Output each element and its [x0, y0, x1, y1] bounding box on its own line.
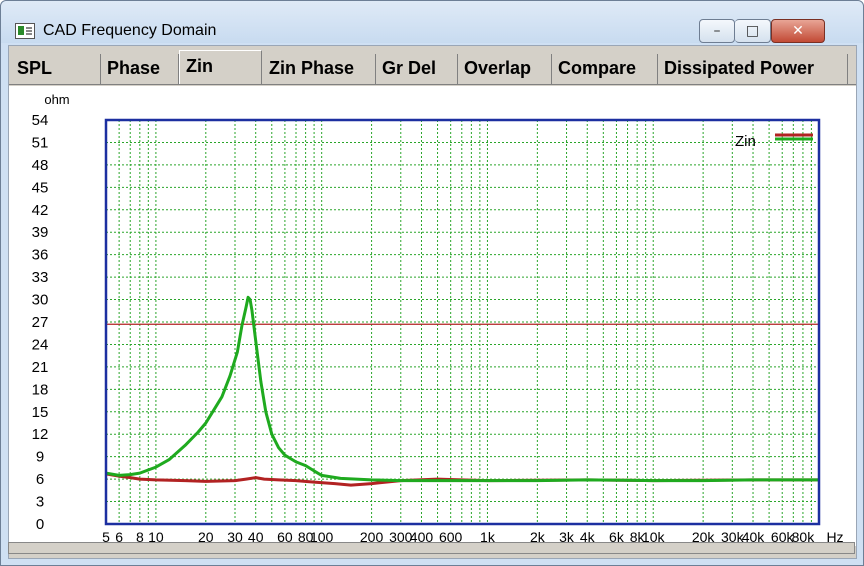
tab-zin-phase[interactable]: Zin Phase: [263, 54, 376, 84]
tab-strip: SPL Phase Zin Zin Phase Gr Del Overlap C…: [9, 50, 856, 84]
x-tick-label: 60k: [771, 529, 795, 545]
x-tick-label: 1k: [480, 529, 496, 545]
tab-phase[interactable]: Phase: [101, 54, 179, 84]
tab-divider: [9, 84, 856, 85]
x-tick-label: 30k: [721, 529, 745, 545]
y-tick-label: 39: [32, 224, 49, 241]
tab-overlap[interactable]: Overlap: [458, 54, 552, 84]
tab-zin[interactable]: Zin: [179, 50, 262, 84]
close-button[interactable]: ✕: [771, 19, 825, 43]
x-tick-label: 6: [115, 529, 123, 545]
y-tick-label: 24: [32, 336, 49, 353]
y-tick-label: 45: [32, 179, 49, 196]
y-tick-label: 51: [32, 134, 49, 151]
app-icon: [15, 23, 35, 39]
x-tick-label: 10: [148, 529, 164, 545]
series-line: [105, 295, 819, 483]
legend-label: Zin: [735, 133, 756, 150]
y-tick-label: 36: [32, 247, 49, 264]
y-tick-label: 15: [32, 404, 49, 421]
x-tick-label: Hz: [826, 529, 843, 545]
x-tick-label: 100: [310, 529, 334, 545]
y-tick-label: 18: [32, 381, 49, 398]
y-tick-label: 9: [36, 449, 44, 466]
maximize-button[interactable]: □: [735, 19, 771, 43]
x-tick-label: 3k: [559, 529, 575, 545]
x-tick-label: 80k: [792, 529, 816, 545]
title-bar: CAD Frequency Domain – □ ✕: [1, 1, 863, 43]
y-tick-label: 6: [36, 471, 44, 488]
y-axis-label: ohm: [44, 92, 69, 107]
x-tick-label: 6k: [609, 529, 625, 545]
x-tick-label: 10k: [642, 529, 666, 545]
x-tick-label: 200: [360, 529, 384, 545]
x-tick-label: 2k: [530, 529, 546, 545]
y-tick-label: 21: [32, 359, 49, 376]
x-tick-label: 80: [298, 529, 314, 545]
x-tick-label: 8k: [630, 529, 646, 545]
window-title: CAD Frequency Domain: [43, 22, 217, 39]
y-tick-label: 3: [36, 494, 44, 511]
y-tick-label: 33: [32, 269, 49, 286]
tab-dissipated-power[interactable]: Dissipated Power: [658, 54, 848, 84]
client-area: SPL Phase Zin Zin Phase Gr Del Overlap C…: [8, 45, 857, 559]
status-bar: [8, 542, 855, 554]
tab-gr-del[interactable]: Gr Del: [376, 54, 458, 84]
x-tick-label: 40: [248, 529, 264, 545]
chart-panel: ohm 0 3 6 9 12 15 18 21 24 27 30 33 36 39 42 45 48 51 54 5…: [9, 86, 856, 546]
minimize-button[interactable]: –: [699, 19, 735, 43]
y-tick-label: 54: [32, 112, 49, 129]
x-tick-label: 300: [389, 529, 413, 545]
y-tick-label: 48: [32, 157, 49, 174]
x-tick-label: 40k: [742, 529, 766, 545]
x-tick-label: 60: [277, 529, 293, 545]
y-tick-label: 27: [32, 314, 49, 331]
y-tick-label: 12: [32, 426, 49, 443]
tab-spl[interactable]: SPL: [11, 54, 101, 84]
x-tick-label: 400: [410, 529, 434, 545]
x-tick-label: 8: [136, 529, 144, 545]
y-tick-label: 42: [32, 202, 49, 219]
x-tick-label: 600: [439, 529, 463, 545]
x-tick-label: 20k: [692, 529, 716, 545]
y-tick-label: 0: [36, 516, 44, 533]
x-tick-label: 30: [227, 529, 243, 545]
plot-frame: [104, 118, 821, 526]
x-tick-label: 20: [198, 529, 214, 545]
x-tick-label: 5: [102, 529, 110, 545]
x-tick-label: 4k: [580, 529, 596, 545]
y-tick-label: 30: [32, 292, 49, 309]
tab-compare[interactable]: Compare: [552, 54, 658, 84]
